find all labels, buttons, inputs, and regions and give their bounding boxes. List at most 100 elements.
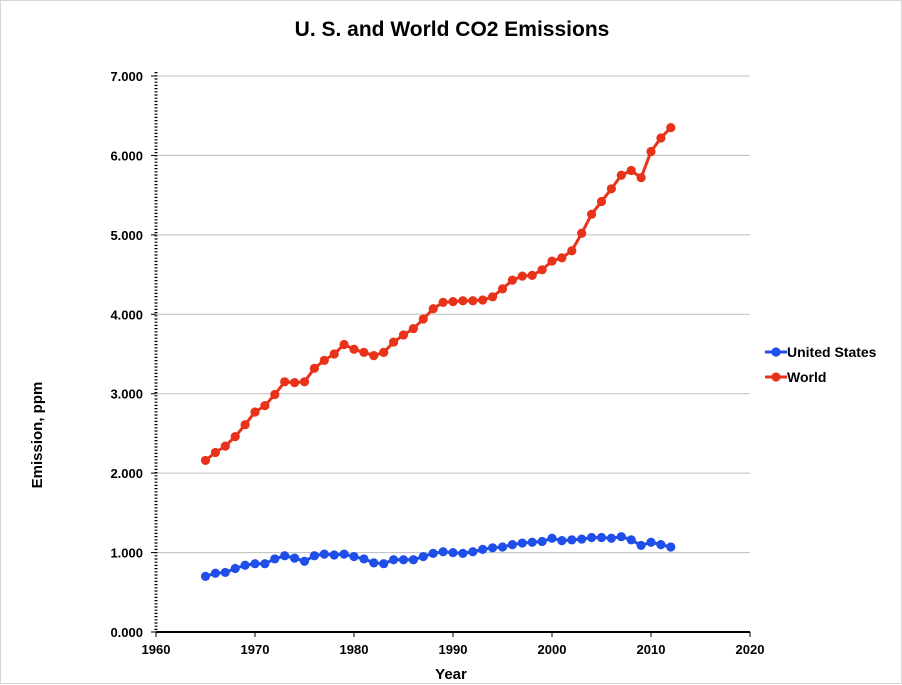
- y-tick-label: 2.000: [110, 466, 143, 481]
- x-tick-label: 1990: [439, 642, 468, 657]
- data-point: [260, 559, 270, 569]
- data-point: [319, 549, 329, 559]
- data-point: [389, 555, 399, 565]
- data-point: [240, 420, 250, 430]
- data-point: [646, 146, 656, 157]
- data-point: [666, 123, 676, 133]
- data-point: [577, 534, 587, 544]
- x-tick-label: 2020: [736, 642, 765, 657]
- data-point: [210, 568, 220, 578]
- data-point: [517, 538, 527, 548]
- data-point: [606, 533, 617, 543]
- legend-item-united-states: United States: [765, 344, 877, 360]
- data-point: [606, 184, 617, 194]
- data-point: [458, 296, 468, 306]
- data-point: [349, 551, 359, 562]
- data-point: [547, 533, 557, 543]
- data-point: [438, 297, 448, 307]
- data-point: [418, 551, 428, 562]
- data-point: [497, 284, 508, 294]
- data-point: [369, 558, 379, 568]
- data-point: [636, 173, 646, 183]
- y-tick-label: 1.000: [110, 546, 143, 561]
- data-point: [646, 537, 656, 547]
- data-point: [478, 295, 488, 305]
- data-point: [309, 363, 319, 373]
- data-point: [280, 377, 290, 387]
- data-point: [557, 536, 567, 546]
- data-point: [468, 547, 478, 557]
- data-point: [230, 563, 240, 574]
- data-point: [309, 551, 319, 561]
- data-point: [200, 455, 211, 466]
- y-tick-label: 5.000: [110, 228, 143, 243]
- legend-marker: [771, 372, 781, 382]
- data-point: [448, 296, 458, 307]
- data-point: [339, 549, 349, 559]
- data-point: [240, 560, 250, 570]
- legend: United States World: [765, 344, 877, 385]
- data-point: [626, 535, 636, 545]
- data-point: [527, 270, 537, 280]
- data-point: [596, 196, 607, 207]
- data-point: [359, 347, 369, 358]
- data-point: [587, 532, 597, 543]
- data-point: [537, 265, 547, 275]
- data-point: [656, 540, 666, 550]
- data-point: [567, 535, 577, 545]
- data-point: [339, 339, 349, 350]
- chart-title: U. S. and World CO2 Emissions: [295, 18, 610, 41]
- data-point: [507, 275, 517, 285]
- data-point: [299, 377, 310, 387]
- legend-marker: [771, 347, 781, 357]
- data-point: [408, 323, 418, 334]
- data-point: [398, 330, 409, 340]
- gridlines: [156, 75, 750, 554]
- data-point: [488, 543, 498, 553]
- y-tick-label: 7.000: [110, 69, 143, 84]
- data-point: [290, 553, 300, 563]
- data-point: [270, 554, 280, 564]
- legend-label: World: [787, 369, 826, 385]
- data-point: [290, 377, 300, 388]
- x-tick-label: 1970: [241, 642, 270, 657]
- data-point: [616, 532, 626, 542]
- data-point: [349, 344, 359, 354]
- y-tick-label: 0.000: [110, 625, 143, 640]
- series-group: [200, 123, 676, 582]
- data-point: [596, 532, 607, 543]
- y-axis-label: Emission, ppm: [29, 382, 46, 489]
- data-point: [230, 432, 240, 442]
- data-point: [428, 548, 438, 558]
- y-tick-label: 4.000: [110, 307, 143, 322]
- tick-labels: 0.000 1.000 2.000 3.000 4.000 5.000 6.000 7.000…: [110, 69, 764, 657]
- data-point: [577, 228, 587, 238]
- data-point: [458, 548, 468, 558]
- data-point: [418, 314, 428, 324]
- data-point: [200, 571, 211, 582]
- data-point: [270, 389, 280, 400]
- data-point: [656, 133, 666, 143]
- x-tick-label: 2000: [538, 642, 567, 657]
- data-point: [299, 556, 310, 566]
- axes: [151, 72, 751, 637]
- data-point: [527, 537, 537, 547]
- x-tick-label: 2010: [637, 642, 666, 657]
- series-united-states: [200, 532, 676, 582]
- data-point: [359, 554, 369, 564]
- x-tick-label: 1960: [142, 642, 171, 657]
- data-point: [250, 407, 260, 417]
- data-point: [369, 350, 379, 361]
- data-point: [260, 401, 270, 411]
- data-point: [389, 337, 399, 347]
- data-point: [398, 555, 409, 565]
- data-point: [478, 544, 488, 554]
- data-point: [537, 536, 547, 547]
- data-point: [587, 209, 597, 219]
- data-point: [438, 547, 448, 557]
- data-point: [250, 559, 260, 569]
- data-point: [319, 355, 329, 365]
- data-point: [448, 547, 458, 558]
